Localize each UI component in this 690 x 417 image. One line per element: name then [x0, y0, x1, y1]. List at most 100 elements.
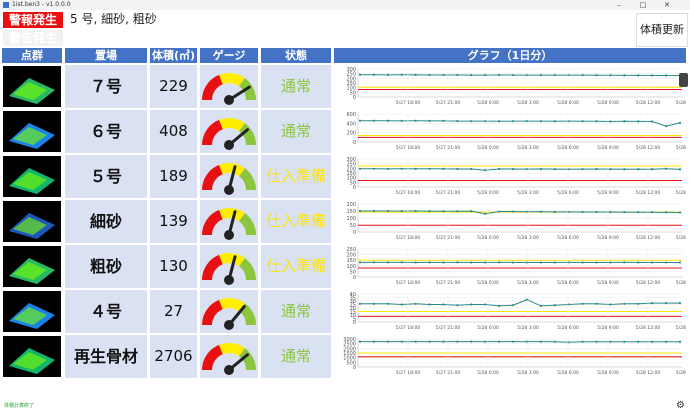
data-point	[664, 340, 668, 343]
x-tick-label: 5/28 0:00	[477, 325, 499, 331]
x-tick-label: 5/28 15:00	[676, 370, 686, 376]
point-cloud-thumbnail[interactable]	[3, 291, 61, 332]
x-tick-label: 5/28 3:00	[517, 280, 539, 286]
maximize-button[interactable]: □	[639, 1, 647, 9]
data-point	[525, 210, 529, 213]
data-point	[442, 210, 445, 213]
location-cell	[65, 65, 147, 108]
data-point	[623, 120, 626, 123]
y-tick-label: 200	[346, 202, 356, 208]
x-tick-label: 5/28 12:00	[636, 370, 661, 376]
y-tick-label: 0	[353, 230, 356, 236]
y-tick-label: 1000	[343, 356, 356, 362]
point-cloud-thumbnail[interactable]	[3, 336, 61, 377]
status-cell	[261, 245, 331, 288]
x-tick-label: 5/28 0:00	[477, 235, 499, 241]
data-point	[553, 74, 556, 77]
x-tick-label: 5/27 18:00	[396, 325, 421, 331]
table-row[interactable]: 粗砂 130 仕入準備	[0, 244, 334, 289]
data-point	[581, 120, 584, 123]
y-tick-label: 600	[346, 112, 356, 118]
data-point	[539, 340, 542, 343]
status-cell	[261, 335, 331, 378]
data-point	[637, 74, 640, 77]
x-tick-label: 5/28 3:00	[517, 145, 539, 151]
title-bar: 1ist.ben3 - v1.0.0.0 – □ ✕	[0, 0, 690, 10]
x-tick-label: 5/28 9:00	[597, 325, 619, 331]
table-row[interactable]: ６号 408 通常	[0, 109, 334, 154]
line-chart: 250 200 150 100 50 0 5/27 18:00 5/27 21:00 5/28 …	[334, 246, 690, 290]
x-tick-label: 5/27 21:00	[436, 280, 461, 286]
point-cloud-thumbnail[interactable]	[3, 111, 61, 152]
volume-series-line	[360, 341, 681, 343]
graph-panel: 300 250 200 150 100 50 0 5/27 18:00 5/27 21:00 5/…	[334, 64, 690, 378]
y-tick-label: 15	[350, 310, 356, 316]
data-point	[484, 303, 487, 306]
data-point	[414, 119, 417, 122]
data-point	[456, 119, 459, 123]
column-header-location: 置場	[65, 48, 147, 63]
y-tick-label: 1500	[343, 351, 356, 357]
y-tick-label: 300	[346, 67, 356, 73]
data-point	[637, 261, 640, 264]
x-tick-label: 5/28 15:00	[676, 280, 686, 286]
x-tick-label: 5/28 0:00	[477, 190, 499, 196]
data-point	[553, 168, 556, 171]
y-tick-label: 20	[350, 306, 356, 312]
point-cloud-thumbnail[interactable]	[3, 201, 61, 242]
x-tick-label: 5/27 18:00	[396, 235, 421, 241]
table-row[interactable]: ４号 27 通常	[0, 289, 334, 334]
minimize-button[interactable]: –	[617, 1, 621, 9]
x-tick-label: 5/28 12:00	[636, 145, 661, 151]
alarm-badge: 警報発生	[3, 12, 63, 28]
data-point	[358, 119, 362, 122]
point-cloud-thumbnail[interactable]	[3, 246, 61, 287]
data-point	[664, 302, 668, 305]
scroll-handle[interactable]	[679, 73, 688, 87]
data-point	[400, 119, 403, 122]
data-point	[386, 209, 389, 213]
data-point	[456, 167, 459, 171]
data-point	[637, 340, 640, 343]
column-header-status: 状態	[261, 48, 331, 63]
x-tick-label: 5/28 0:00	[477, 280, 499, 286]
data-point	[581, 340, 584, 343]
y-tick-label: 100	[346, 86, 356, 92]
table-row[interactable]: ５号 189 仕入準備	[0, 154, 334, 199]
data-point	[414, 261, 417, 264]
data-point	[664, 74, 668, 77]
settings-icon[interactable]: ⚙	[676, 400, 685, 411]
volume-series-line	[360, 74, 681, 77]
data-point	[372, 340, 376, 343]
table-row[interactable]: ７号 229 通常	[0, 64, 334, 109]
data-point	[498, 73, 501, 77]
column-header-gauge: ゲージ	[200, 48, 258, 63]
table-row[interactable]: 細砂 139 仕入準備	[0, 199, 334, 244]
point-cloud-thumbnail[interactable]	[3, 156, 61, 197]
data-point	[428, 210, 431, 213]
data-point	[456, 304, 459, 307]
close-button[interactable]: ✕	[664, 1, 670, 9]
update-volume-button[interactable]: 体積更新	[636, 13, 688, 47]
x-tick-label: 5/28 15:00	[676, 145, 686, 151]
data-point	[525, 261, 529, 264]
data-point	[372, 209, 376, 213]
x-tick-label: 5/28 0:00	[477, 370, 499, 376]
data-point	[442, 261, 445, 264]
x-tick-label: 5/27 18:00	[396, 280, 421, 286]
y-tick-label: 2500	[343, 342, 356, 348]
y-tick-label: 40	[350, 292, 356, 298]
status-label: 通常	[280, 77, 311, 95]
location-cell	[65, 200, 147, 243]
data-point	[386, 73, 389, 76]
data-point	[470, 210, 473, 213]
table-row[interactable]: 再生骨材 2706 通常	[0, 334, 334, 379]
data-point	[484, 120, 487, 123]
data-point	[511, 340, 515, 343]
point-cloud-thumbnail[interactable]	[3, 66, 61, 107]
data-point	[623, 74, 626, 77]
x-tick-label: 5/27 21:00	[436, 190, 461, 196]
x-tick-label: 5/28 0:00	[477, 145, 499, 151]
data-point	[414, 302, 417, 305]
y-tick-label: 200	[346, 253, 356, 259]
